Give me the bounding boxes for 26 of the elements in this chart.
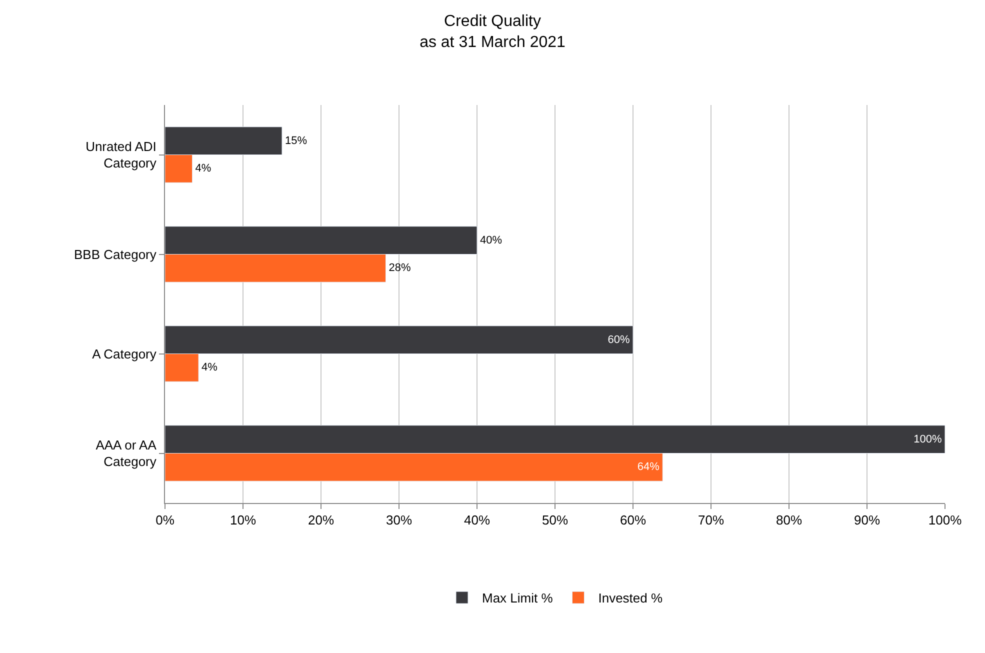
x-tick-label: 0% xyxy=(156,512,175,528)
x-tick-label: 100% xyxy=(928,512,962,528)
x-tick-label: 30% xyxy=(386,512,412,528)
x-tick-label: 10% xyxy=(230,512,256,528)
x-tick-label: 80% xyxy=(776,512,802,528)
data-label: 40% xyxy=(480,234,502,246)
y-tick-label: Unrated ADI Category xyxy=(86,138,157,171)
data-label: 100% xyxy=(914,433,942,446)
data-label: 4% xyxy=(202,362,218,374)
x-tick-label: 70% xyxy=(698,512,724,528)
data-label: 60% xyxy=(608,334,630,346)
y-tick-label: A Category xyxy=(92,346,157,362)
data-label: 28% xyxy=(388,262,411,274)
x-tick-label: 50% xyxy=(542,512,568,528)
y-tick-label: BBB Category xyxy=(74,246,157,262)
legend-label: Invested % xyxy=(598,590,663,606)
chart-title: Credit Quality as at 31 March 2021 xyxy=(420,13,566,51)
data-label: 4% xyxy=(195,162,212,175)
x-tick-label: 60% xyxy=(620,512,646,528)
x-tick-label: 40% xyxy=(464,512,490,528)
data-label: 15% xyxy=(285,134,308,147)
data-label: 64% xyxy=(637,461,660,474)
x-tick-label: 90% xyxy=(854,512,880,528)
y-tick-label: AAA or AA Category xyxy=(96,437,157,470)
legend-label: Max Limit % xyxy=(482,590,554,606)
x-tick-label: 20% xyxy=(308,512,334,528)
